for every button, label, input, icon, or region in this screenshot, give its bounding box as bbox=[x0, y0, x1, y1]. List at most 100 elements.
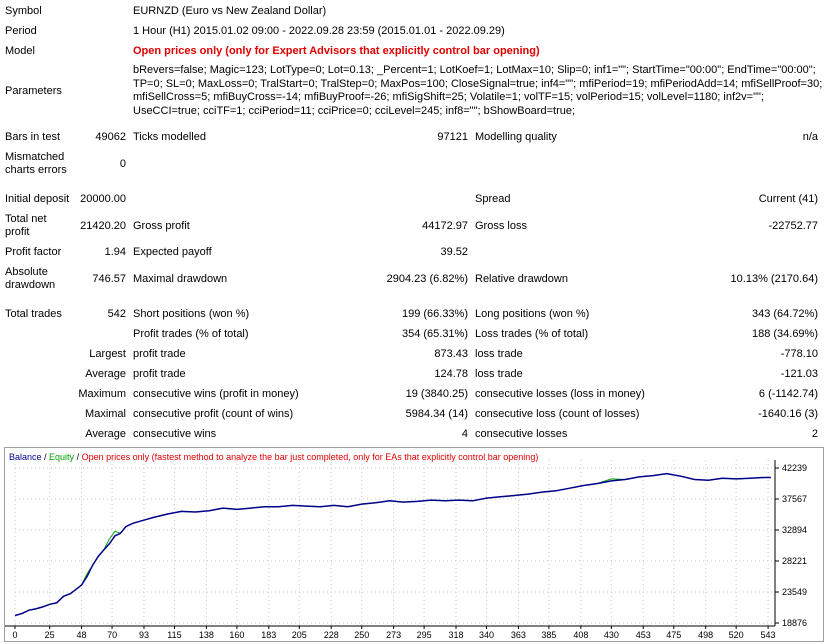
reldd-value: 10.13% (2170.64) bbox=[730, 273, 818, 285]
period-value: 1 Hour (H1) 2015.01.02 09:00 - 2022.09.2… bbox=[133, 25, 505, 37]
x-tick-label: 543 bbox=[761, 630, 776, 640]
x-tick-label: 183 bbox=[261, 630, 276, 640]
x-tick-label: 25 bbox=[45, 630, 55, 640]
symbol-label: Symbol bbox=[5, 5, 42, 17]
x-tick-label: 520 bbox=[729, 630, 744, 640]
x-tick-label: 205 bbox=[292, 630, 307, 640]
average-loss-value: -121.03 bbox=[780, 368, 818, 380]
x-tick-label: 138 bbox=[199, 630, 214, 640]
short-label: Short positions (won %) bbox=[133, 308, 250, 320]
x-tick-label: 430 bbox=[604, 630, 619, 640]
quality-value: n/a bbox=[802, 131, 818, 143]
y-axis-ticks: 42239 37567 32894 28221 23549 18876 bbox=[775, 463, 807, 628]
parameters-label: Parameters bbox=[5, 85, 62, 97]
maxdd-label: Maximal drawdown bbox=[133, 273, 228, 285]
maximal-profit-label: consecutive profit (count of wins) bbox=[133, 408, 294, 420]
loss-trades-label: Loss trades (% of total) bbox=[475, 328, 589, 340]
x-tick-label: 295 bbox=[417, 630, 432, 640]
x-tick-label: 250 bbox=[354, 630, 369, 640]
trades-label: Total trades bbox=[5, 308, 62, 320]
x-tick-label: 273 bbox=[386, 630, 401, 640]
x-axis-ticks: 0 25 48 70 93 115 138 160 183 205 228 250 273 295 318 3… bbox=[12, 626, 776, 640]
model-value: Open prices only (only for Expert Adviso… bbox=[133, 45, 540, 57]
spread-label: Spread bbox=[475, 193, 511, 205]
deposit-value: 20000.00 bbox=[80, 193, 126, 205]
grossloss-label: Gross loss bbox=[475, 220, 527, 232]
x-tick-label: 340 bbox=[479, 630, 494, 640]
x-tick-label: 160 bbox=[229, 630, 244, 640]
chart-legend: Balance / Equity / Open prices only (fas… bbox=[9, 452, 538, 462]
legend-balance: Balance bbox=[9, 452, 42, 462]
balance-line bbox=[14, 472, 771, 617]
y-tick-label: 32894 bbox=[782, 525, 807, 535]
netprofit-label-2: profit bbox=[5, 226, 30, 238]
x-tick-label: 228 bbox=[324, 630, 339, 640]
x-tick-label: 93 bbox=[139, 630, 149, 640]
maximal-label: Maximal bbox=[85, 408, 126, 420]
maximal-profit-value: 5984.34 (14) bbox=[405, 408, 468, 420]
loss-trades-value: 188 (34.69%) bbox=[751, 328, 818, 340]
avg-wins-label: consecutive wins bbox=[133, 428, 217, 440]
balance-graph: 0 25 48 70 93 115 138 160 183 205 228 250 273 295 318 3… bbox=[4, 447, 824, 642]
trades-value: 542 bbox=[107, 308, 126, 320]
reldd-label: Relative drawdown bbox=[475, 273, 568, 285]
y-tick-label: 37567 bbox=[782, 494, 807, 504]
long-value: 343 (64.72%) bbox=[751, 308, 818, 320]
largest-label: Largest bbox=[89, 348, 126, 360]
x-tick-label: 453 bbox=[636, 630, 651, 640]
y-tick-label: 18876 bbox=[782, 618, 807, 628]
avg-losses-label: consecutive losses bbox=[475, 428, 568, 440]
average-profit-value: 124.78 bbox=[434, 368, 468, 380]
x-tick-label: 408 bbox=[573, 630, 588, 640]
absdd-label-2: drawdown bbox=[5, 279, 56, 291]
quality-label: Modelling quality bbox=[475, 131, 557, 143]
maximum-label: Maximum bbox=[78, 388, 126, 400]
grossprofit-value: 44172.97 bbox=[422, 220, 468, 232]
mismatch-value: 0 bbox=[119, 158, 126, 170]
avg-losses-value: 2 bbox=[811, 428, 818, 440]
x-tick-label: 70 bbox=[107, 630, 117, 640]
maximal-loss-value: -1640.16 (3) bbox=[758, 408, 818, 420]
grossloss-value: -22752.77 bbox=[768, 220, 818, 232]
largest-loss-value: -778.10 bbox=[780, 348, 818, 360]
x-tick-label: 48 bbox=[77, 630, 87, 640]
pf-value: 1.94 bbox=[104, 246, 126, 258]
absdd-value: 746.57 bbox=[92, 273, 126, 285]
legend-model: Open prices only (fastest method to anal… bbox=[82, 452, 539, 462]
avg-wins-value: 4 bbox=[461, 428, 468, 440]
short-value: 199 (66.33%) bbox=[401, 308, 468, 320]
bars-value: 49062 bbox=[95, 131, 126, 143]
ticks-value: 97121 bbox=[437, 131, 468, 143]
y-tick-label: 42239 bbox=[782, 463, 807, 473]
profit-trades-label: Profit trades (% of total) bbox=[133, 328, 249, 340]
mismatch-label-1: Mismatched bbox=[5, 151, 65, 163]
model-label: Model bbox=[5, 45, 35, 57]
balance-chart-svg: 0 25 48 70 93 115 138 160 183 205 228 250 273 295 318 3… bbox=[5, 452, 807, 640]
legend-separator-2: / bbox=[74, 452, 82, 462]
average-profit-label: profit trade bbox=[133, 368, 186, 380]
legend-separator-1: / bbox=[42, 452, 50, 462]
x-tick-label: 475 bbox=[666, 630, 681, 640]
largest-profit-label: profit trade bbox=[133, 348, 186, 360]
legend-equity: Equity bbox=[49, 452, 75, 462]
maximal-loss-label: consecutive loss (count of losses) bbox=[475, 408, 640, 420]
deposit-label: Initial deposit bbox=[5, 193, 70, 205]
maxdd-value: 2904.23 (6.82%) bbox=[386, 273, 468, 285]
largest-profit-value: 873.43 bbox=[434, 348, 468, 360]
x-tick-label: 318 bbox=[449, 630, 464, 640]
average-loss-label: loss trade bbox=[475, 368, 523, 380]
x-tick-label: 115 bbox=[167, 630, 181, 640]
average2-label: Average bbox=[85, 428, 126, 440]
average-label: Average bbox=[85, 368, 126, 380]
netprofit-label-1: Total net bbox=[5, 213, 47, 225]
bars-label: Bars in test bbox=[5, 131, 61, 143]
largest-loss-label: loss trade bbox=[475, 348, 523, 360]
max-wins-value: 19 (3840.25) bbox=[405, 388, 468, 400]
spread-value: Current (41) bbox=[758, 193, 818, 205]
max-losses-label: consecutive losses (loss in money) bbox=[475, 388, 645, 400]
chart-grid bbox=[5, 460, 776, 627]
absdd-label-1: Absolute bbox=[5, 266, 48, 278]
pf-label: Profit factor bbox=[5, 246, 62, 258]
profit-trades-value: 354 (65.31%) bbox=[401, 328, 468, 340]
payoff-label: Expected payoff bbox=[133, 246, 212, 258]
